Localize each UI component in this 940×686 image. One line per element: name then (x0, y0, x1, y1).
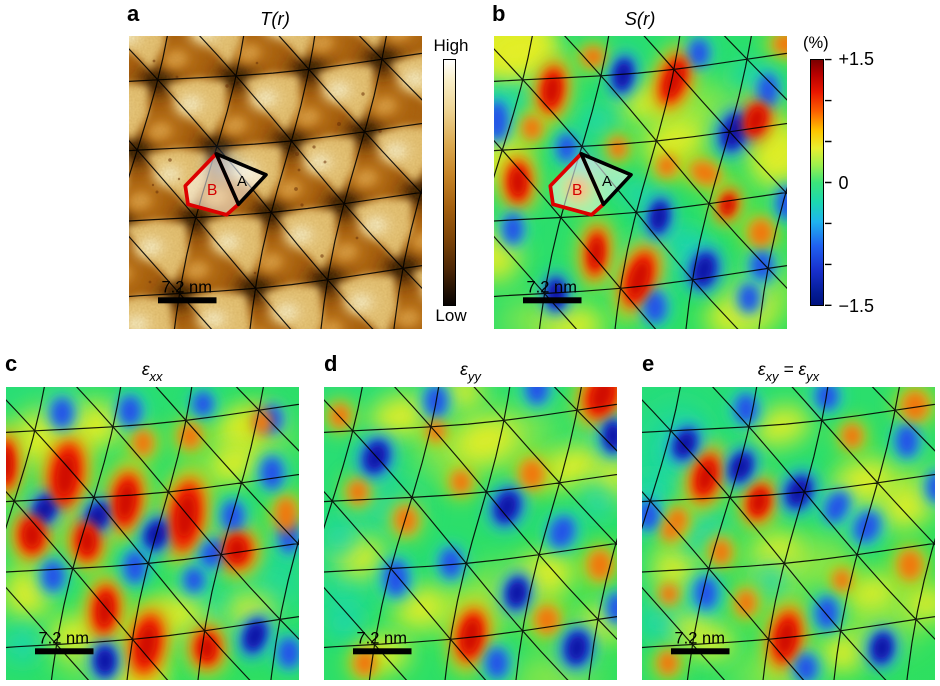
svg-text:A: A (237, 173, 247, 190)
svg-text:B: B (207, 182, 217, 199)
svg-text:7.2 nm: 7.2 nm (161, 279, 211, 297)
svg-text:7.2 nm: 7.2 nm (357, 629, 407, 647)
svg-text:7.2 nm: 7.2 nm (38, 629, 88, 647)
svg-text:7.2 nm: 7.2 nm (675, 629, 725, 647)
svg-text:7.2 nm: 7.2 nm (526, 279, 576, 297)
svg-text:A: A (602, 173, 612, 190)
svg-text:B: B (572, 182, 582, 199)
